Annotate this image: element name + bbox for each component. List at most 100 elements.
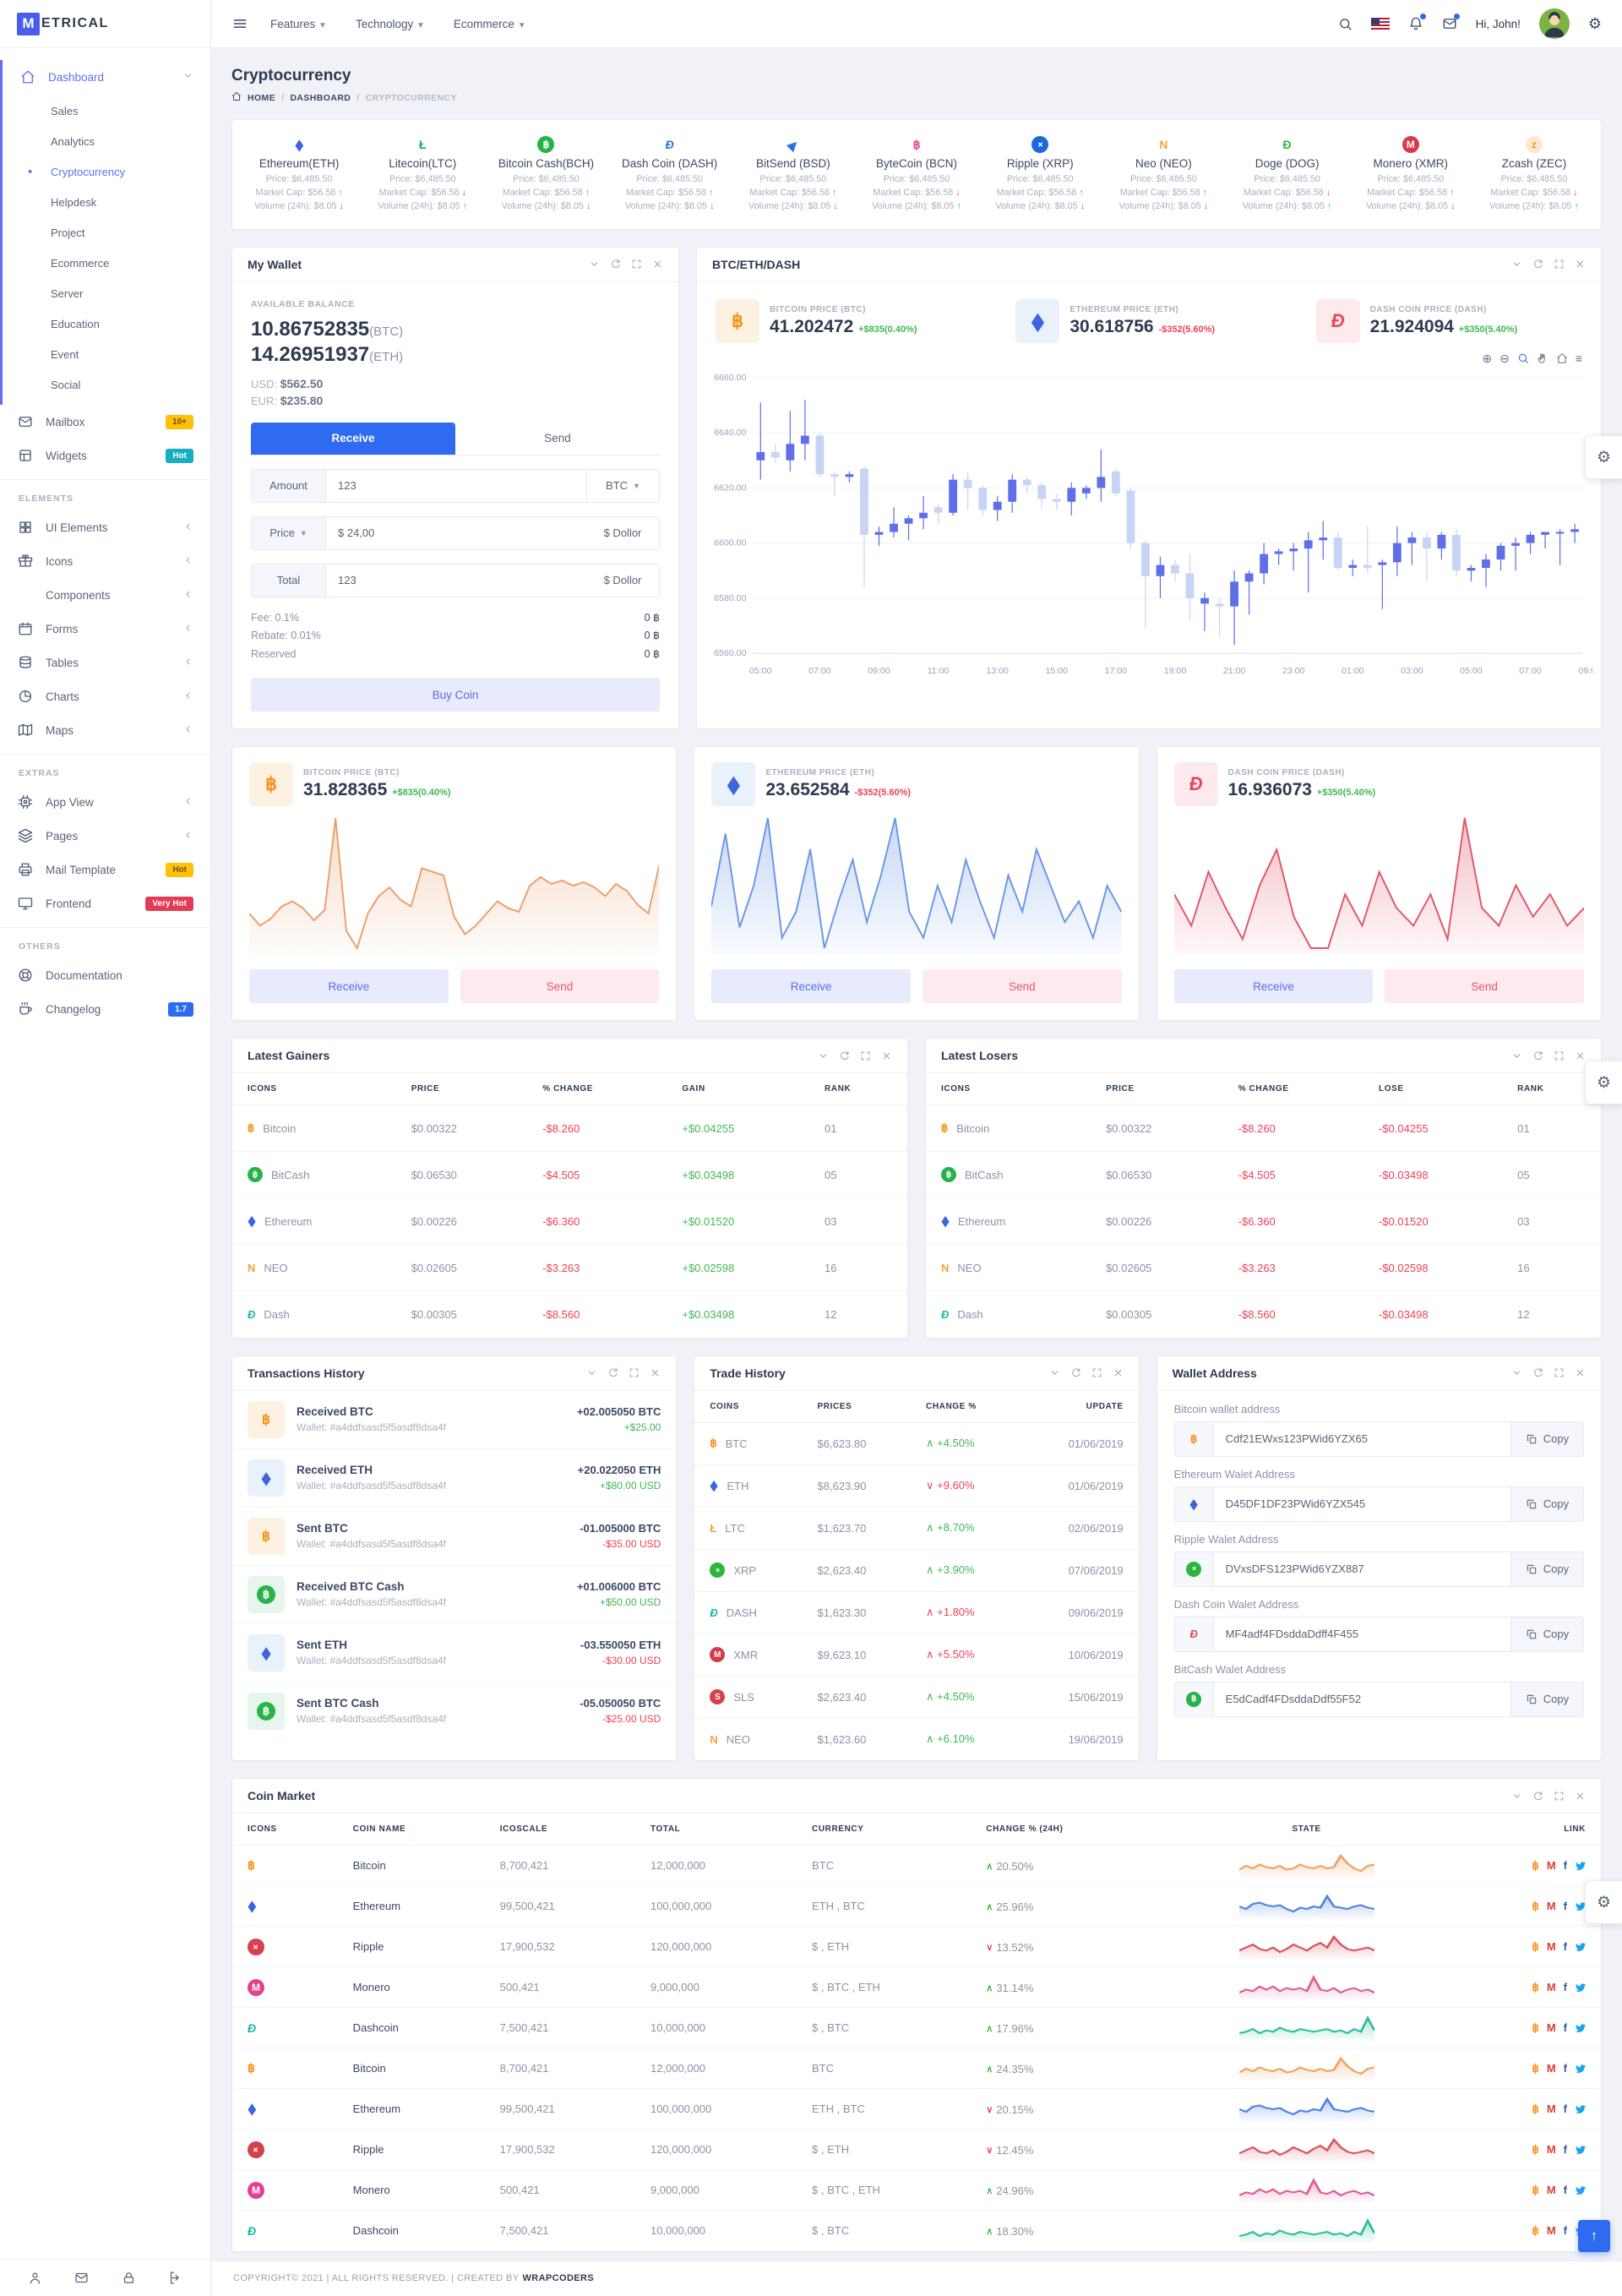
chart-menu-icon[interactable]: ≡: [1575, 352, 1582, 366]
fullscreen-icon[interactable]: [1091, 1367, 1102, 1378]
pan-icon[interactable]: [1537, 352, 1549, 364]
ticker-coin-monero[interactable]: M Monero (XMR) Price: $6,485.50 Market Cap:…: [1349, 132, 1472, 217]
sidebar-item-server[interactable]: Server: [51, 286, 84, 300]
collapse-chevron-icon[interactable]: [1511, 1050, 1522, 1061]
sidebar-item-app-view[interactable]: App View: [0, 785, 210, 819]
close-icon[interactable]: [1575, 259, 1586, 270]
sidebar-item-education[interactable]: Education: [51, 317, 100, 330]
twitter-link-icon[interactable]: [1575, 1982, 1586, 1993]
medium-link-icon[interactable]: M: [1546, 2184, 1556, 2197]
twitter-link-icon[interactable]: [1575, 2063, 1586, 2074]
medium-link-icon[interactable]: M: [1546, 1940, 1556, 1954]
close-icon[interactable]: [881, 1050, 892, 1061]
medium-link-icon[interactable]: M: [1546, 2143, 1556, 2157]
fullscreen-icon[interactable]: [1554, 259, 1565, 270]
twitter-link-icon[interactable]: [1575, 1901, 1586, 1912]
copy-button[interactable]: Copy: [1510, 1486, 1583, 1521]
medium-link-icon[interactable]: M: [1546, 2224, 1556, 2238]
topnav-menu-ecommerce[interactable]: Ecommerce ▼: [453, 17, 526, 30]
collapse-chevron-icon[interactable]: [1511, 1367, 1522, 1378]
ticker-coin-bitsend[interactable]: ▶ BitSend (BSD) Price: $6,485.50 Market Cap…: [748, 136, 838, 212]
breadcrumb-item[interactable]: HOME: [248, 92, 276, 103]
amount-currency-select[interactable]: BTC ▼: [586, 469, 659, 502]
collapse-chevron-icon[interactable]: [586, 1367, 597, 1378]
mail-icon[interactable]: [74, 2271, 89, 2285]
facebook-link-icon[interactable]: f: [1563, 1981, 1567, 1994]
refresh-icon[interactable]: [839, 1050, 850, 1061]
twitter-link-icon[interactable]: [1575, 1941, 1586, 1952]
language-flag-icon[interactable]: [1370, 18, 1390, 30]
price-input[interactable]: [326, 516, 586, 549]
ticker-coin-ethereum[interactable]: ◆ Ethereum(ETH) Price: $6,485.50 Market Cap…: [254, 135, 344, 212]
ticker-coin-ripple[interactable]: + Ripple (XRP) Price: $6,485.50 Market Cap:…: [978, 132, 1102, 217]
profile-icon[interactable]: [28, 2271, 42, 2285]
sidebar-item-social[interactable]: Social: [51, 378, 81, 391]
twitter-link-icon[interactable]: [1575, 1860, 1586, 1871]
medium-link-icon[interactable]: M: [1546, 1900, 1556, 1913]
send-button[interactable]: Send: [460, 969, 660, 1004]
twitter-link-icon[interactable]: [1575, 2144, 1586, 2155]
zoom-in-icon[interactable]: ⊕: [1482, 351, 1493, 365]
facebook-link-icon[interactable]: f: [1563, 2102, 1567, 2116]
ticker-coin-bitcoin-cash[interactable]: ฿ Bitcoin Cash(BCH) Price: $6,485.50 Market…: [484, 132, 607, 217]
tab-send[interactable]: Send: [544, 432, 571, 445]
sidebar-item-ui-elements[interactable]: UI Elements: [0, 510, 210, 544]
facebook-link-icon[interactable]: f: [1563, 2021, 1567, 2035]
bitcoin-link-icon[interactable]: ฿: [1532, 2021, 1539, 2034]
sidebar-item-frontend[interactable]: Frontend Very Hot: [0, 886, 210, 920]
close-icon[interactable]: [1113, 1367, 1124, 1378]
send-button[interactable]: Send: [923, 969, 1122, 1004]
facebook-link-icon[interactable]: f: [1563, 1859, 1567, 1873]
medium-link-icon[interactable]: M: [1546, 2062, 1556, 2075]
amount-input[interactable]: [326, 469, 586, 502]
collapse-chevron-icon[interactable]: [589, 259, 600, 270]
sidebar-item-changelog[interactable]: Changelog 1.7: [0, 992, 210, 1026]
price-select[interactable]: Price ▼: [252, 516, 326, 549]
sidebar-item-sales[interactable]: Sales: [51, 104, 79, 117]
scroll-top-button[interactable]: ↑: [1578, 2219, 1610, 2252]
sidebar-item-mail-template[interactable]: Mail Template Hot: [0, 853, 210, 886]
tab-receive[interactable]: Receive: [251, 422, 455, 455]
refresh-icon[interactable]: [1070, 1367, 1081, 1378]
lock-icon[interactable]: [122, 2271, 136, 2285]
sidebar-item-project[interactable]: Project: [51, 226, 85, 239]
sidebar-item-cryptocurrency[interactable]: Cryptocurrency: [3, 156, 210, 187]
topnav-menu-technology[interactable]: Technology ▼: [355, 17, 425, 30]
sidebar-item-pages[interactable]: Pages: [0, 819, 210, 853]
ticker-coin-neo[interactable]: N Neo (NEO) Price: $6,485.50 Market Cap: $5…: [1119, 138, 1209, 212]
collapse-chevron-icon[interactable]: [1511, 259, 1522, 270]
sidebar-item-analytics[interactable]: Analytics: [51, 134, 95, 148]
refresh-icon[interactable]: [1532, 1791, 1543, 1802]
facebook-link-icon[interactable]: f: [1563, 2184, 1567, 2197]
close-icon[interactable]: [652, 259, 663, 270]
ticker-coin-doge[interactable]: Ð Doge (DOG) Price: $6,485.50 Market Cap: $…: [1242, 138, 1332, 212]
sidebar-item-tables[interactable]: Tables: [0, 646, 210, 679]
sidebar-item-documentation[interactable]: Documentation: [0, 958, 210, 992]
twitter-link-icon[interactable]: [1575, 2022, 1586, 2033]
bitcoin-link-icon[interactable]: ฿: [1532, 1939, 1539, 1953]
sidebar-item-helpdesk[interactable]: Helpdesk: [51, 195, 97, 209]
avatar[interactable]: [1538, 8, 1570, 39]
medium-link-icon[interactable]: M: [1546, 2021, 1556, 2035]
bitcoin-link-icon[interactable]: ฿: [1532, 2061, 1539, 2075]
sidebar-item-forms[interactable]: Forms: [0, 612, 210, 646]
sidebar-item-event[interactable]: Event: [51, 347, 79, 361]
ticker-coin-dash-coin[interactable]: Ð Dash Coin (DASH) Price: $6,485.50 Market …: [622, 138, 718, 212]
medium-link-icon[interactable]: M: [1546, 2102, 1556, 2116]
refresh-icon[interactable]: [1532, 1367, 1543, 1378]
copy-button[interactable]: Copy: [1510, 1682, 1583, 1716]
candlestick-chart[interactable]: 6660.00 6640.00 6620.00 6600.00 6580.00 6560.…: [697, 366, 1601, 695]
collapse-chevron-icon[interactable]: [818, 1050, 829, 1061]
notifications-bell-icon[interactable]: [1408, 14, 1426, 31]
fullscreen-icon[interactable]: [1554, 1050, 1565, 1061]
close-icon[interactable]: [1575, 1050, 1586, 1061]
refresh-icon[interactable]: [1532, 1050, 1543, 1061]
bitcoin-link-icon[interactable]: ฿: [1532, 1899, 1539, 1912]
brand-logo[interactable]: M ETRICAL: [0, 0, 210, 48]
twitter-link-icon[interactable]: [1575, 2184, 1586, 2195]
ticker-coin-bytecoin[interactable]: ฿ ByteCoin (BCN) Price: $6,485.50 Market Ca…: [872, 137, 961, 212]
twitter-link-icon[interactable]: [1575, 2103, 1586, 2114]
bitcoin-link-icon[interactable]: ฿: [1532, 2183, 1539, 2196]
fullscreen-icon[interactable]: [1554, 1367, 1565, 1378]
send-button[interactable]: Send: [1385, 969, 1584, 1004]
